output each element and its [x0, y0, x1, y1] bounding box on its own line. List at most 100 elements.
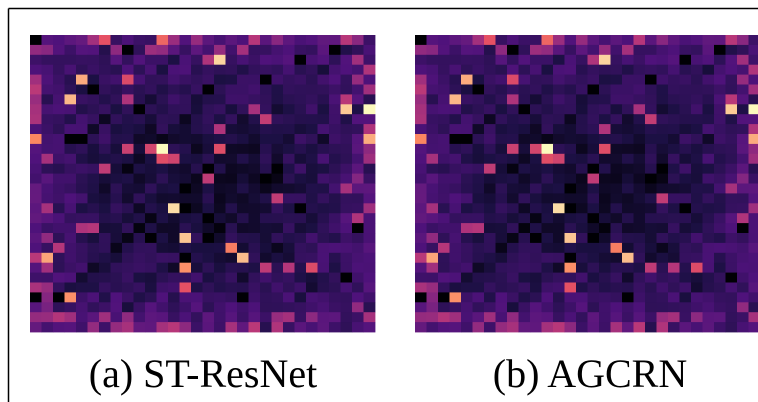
heat-cell [725, 84, 738, 95]
heat-cell [633, 153, 646, 165]
heat-cell [691, 272, 703, 283]
heat-cell [294, 272, 307, 283]
heat-cell [133, 183, 146, 194]
heat-cell [415, 44, 427, 56]
heat-cell [622, 262, 634, 273]
heat-cell [633, 104, 646, 115]
heat-cell [133, 272, 146, 283]
heat-cell [76, 163, 88, 174]
heat-cell [156, 44, 169, 56]
heat-cell [461, 233, 473, 244]
heat-cell [472, 114, 485, 125]
heat-cell [340, 203, 353, 214]
heat-cell [248, 64, 261, 75]
heat-cell [645, 282, 657, 293]
heat-cell [87, 252, 100, 264]
heat-cell [702, 203, 715, 214]
heat-cell [225, 44, 238, 56]
heat-cell [737, 104, 749, 115]
heat-cell [214, 94, 226, 105]
heat-cell [426, 44, 439, 56]
heat-cell [553, 183, 565, 194]
heat-cell [449, 74, 462, 85]
heat-cell [426, 84, 439, 95]
heat-cell [214, 272, 226, 283]
heat-cell [725, 153, 738, 165]
heat-cell [156, 203, 169, 214]
heat-cell [530, 292, 542, 303]
heat-cell [553, 84, 565, 95]
heat-cell [191, 252, 203, 264]
heat-cell [248, 252, 261, 264]
heat-cell [202, 143, 215, 155]
heat-cell [748, 223, 758, 234]
heat-cell [191, 163, 203, 174]
heat-cell [122, 173, 134, 184]
heat-cell [30, 134, 42, 145]
heat-cell [633, 173, 646, 184]
heat-cell [260, 193, 272, 204]
heat-cell [737, 233, 749, 244]
heat-cell [179, 173, 192, 184]
heat-cell [317, 233, 330, 244]
heat-cell [317, 153, 330, 165]
heat-cell [472, 54, 485, 66]
heat-cell [748, 94, 758, 105]
heat-cell [633, 44, 646, 56]
heat-cell [179, 114, 192, 125]
heat-cell [714, 223, 726, 234]
heat-cell [76, 233, 88, 244]
heat-cell [110, 163, 123, 174]
heat-cell [449, 54, 462, 66]
heat-cell [317, 173, 330, 184]
heat-cell [179, 262, 192, 273]
heat-cell [317, 242, 330, 254]
heat-cell [271, 94, 284, 105]
heat-cell [438, 74, 450, 85]
heat-cell [283, 114, 295, 125]
heat-cell [248, 44, 261, 56]
heat-cell [202, 223, 215, 234]
heat-cell [518, 104, 531, 115]
heat-cell [76, 193, 88, 204]
heat-cell [122, 124, 134, 135]
heat-cell [495, 312, 508, 323]
heat-cell [679, 193, 692, 204]
heat-cell [271, 173, 284, 184]
heat-cell [294, 173, 307, 184]
heat-cell [64, 134, 77, 145]
heat-cell [133, 302, 146, 313]
heat-cell [168, 35, 180, 46]
heat-cell [260, 124, 272, 135]
heat-cell [340, 143, 353, 155]
heat-cell [317, 54, 330, 66]
heat-cell [656, 252, 669, 264]
heat-cell [702, 183, 715, 194]
heat-cell [237, 94, 249, 105]
heat-cell [691, 183, 703, 194]
heat-cell [294, 242, 307, 254]
heat-cell [53, 213, 65, 224]
heat-cell [214, 292, 226, 303]
heat-cell [145, 242, 157, 254]
heat-cell [714, 153, 726, 165]
heat-cell [622, 143, 634, 155]
heat-cell [99, 223, 111, 234]
heat-cell [472, 64, 485, 75]
heat-cell [41, 233, 54, 244]
caption: (a) ST-ResNet [89, 351, 317, 396]
heat-cell [576, 272, 588, 283]
heat-cell [133, 134, 146, 145]
heat-cell [110, 124, 123, 135]
heat-cell [214, 124, 226, 135]
heat-cell [30, 124, 42, 135]
heat-cell [564, 74, 577, 85]
heat-cell [576, 252, 588, 264]
heat-cell [691, 143, 703, 155]
heat-cell [294, 203, 307, 214]
heat-cell [363, 173, 376, 184]
heat-cell [340, 213, 353, 224]
heat-cell [518, 134, 531, 145]
heat-cell [518, 35, 531, 46]
heat-cell [587, 203, 600, 214]
